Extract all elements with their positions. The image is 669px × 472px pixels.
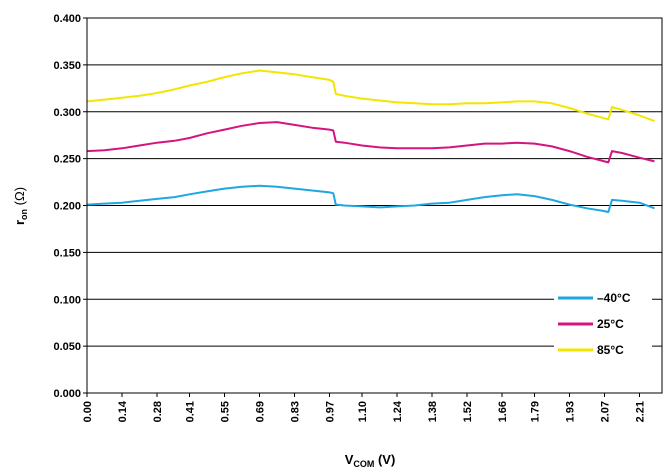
legend-label: 85°C	[597, 343, 624, 357]
x-axis-title: VCOM (V)	[345, 452, 396, 469]
y-axis-title-main: r	[12, 220, 27, 225]
x-tick-label: 1.66	[497, 401, 509, 422]
series-line-2	[86, 69, 655, 123]
y-tick-label: 0.100	[53, 294, 81, 306]
legend-bg	[554, 341, 652, 359]
x-tick-label: 0.69	[255, 401, 267, 422]
y-tick-label: 0.000	[53, 388, 81, 400]
y-axis-title-sub: on	[19, 209, 29, 220]
x-tick-label: 1.38	[427, 401, 439, 422]
x-tick-label: 1.24	[392, 400, 404, 422]
legend-bg	[554, 315, 652, 333]
y-tick-label: 0.250	[53, 154, 81, 166]
legend-label: 25°C	[597, 317, 624, 331]
legend-label: –40°C	[597, 291, 631, 305]
x-tick-label: 1.52	[462, 401, 474, 422]
x-axis-title-sub: COM	[353, 459, 374, 469]
y-axis-title-suffix: (Ω)	[12, 187, 27, 209]
x-tick-label: 1.93	[565, 401, 577, 422]
y-axis-ticks: 0.000 0.050 0.100 0.150 0.200 0.250 0.300 0.350…	[53, 13, 87, 400]
x-axis-title-main: V	[345, 452, 354, 467]
legend: –40°C 25°C 85°C	[554, 289, 652, 359]
x-tick-label: 0.00	[82, 401, 94, 422]
x-tick-label: 0.41	[185, 401, 197, 422]
x-tick-label: 2.07	[600, 401, 612, 422]
x-tick-label: 1.10	[357, 401, 369, 422]
x-tick-label: 0.28	[152, 401, 164, 422]
y-tick-label: 0.050	[53, 341, 81, 353]
series-line-1	[86, 121, 655, 164]
x-tick-label: 0.14	[117, 400, 129, 422]
y-tick-label: 0.300	[53, 107, 81, 119]
x-axis-title-suffix: (V)	[374, 452, 395, 467]
series-line-0	[86, 184, 655, 214]
x-axis-ticks: 0.00 0.14 0.28 0.41 0.55 0.69 0.83 0.97 1.10 1.24…	[82, 393, 647, 422]
y-tick-label: 0.200	[53, 201, 81, 213]
y-tick-label: 0.150	[53, 247, 81, 259]
x-tick-label: 0.83	[290, 401, 302, 422]
y-tick-label: 0.400	[53, 13, 81, 25]
legend-bg	[554, 289, 652, 307]
x-tick-label: 0.97	[325, 401, 337, 422]
x-tick-label: 1.79	[530, 401, 542, 422]
y-axis-title: ron (Ω)	[12, 187, 29, 225]
x-tick-label: 2.21	[635, 401, 647, 422]
series-layer	[86, 69, 655, 214]
x-tick-label: 0.55	[220, 401, 232, 422]
y-tick-label: 0.350	[53, 60, 81, 72]
